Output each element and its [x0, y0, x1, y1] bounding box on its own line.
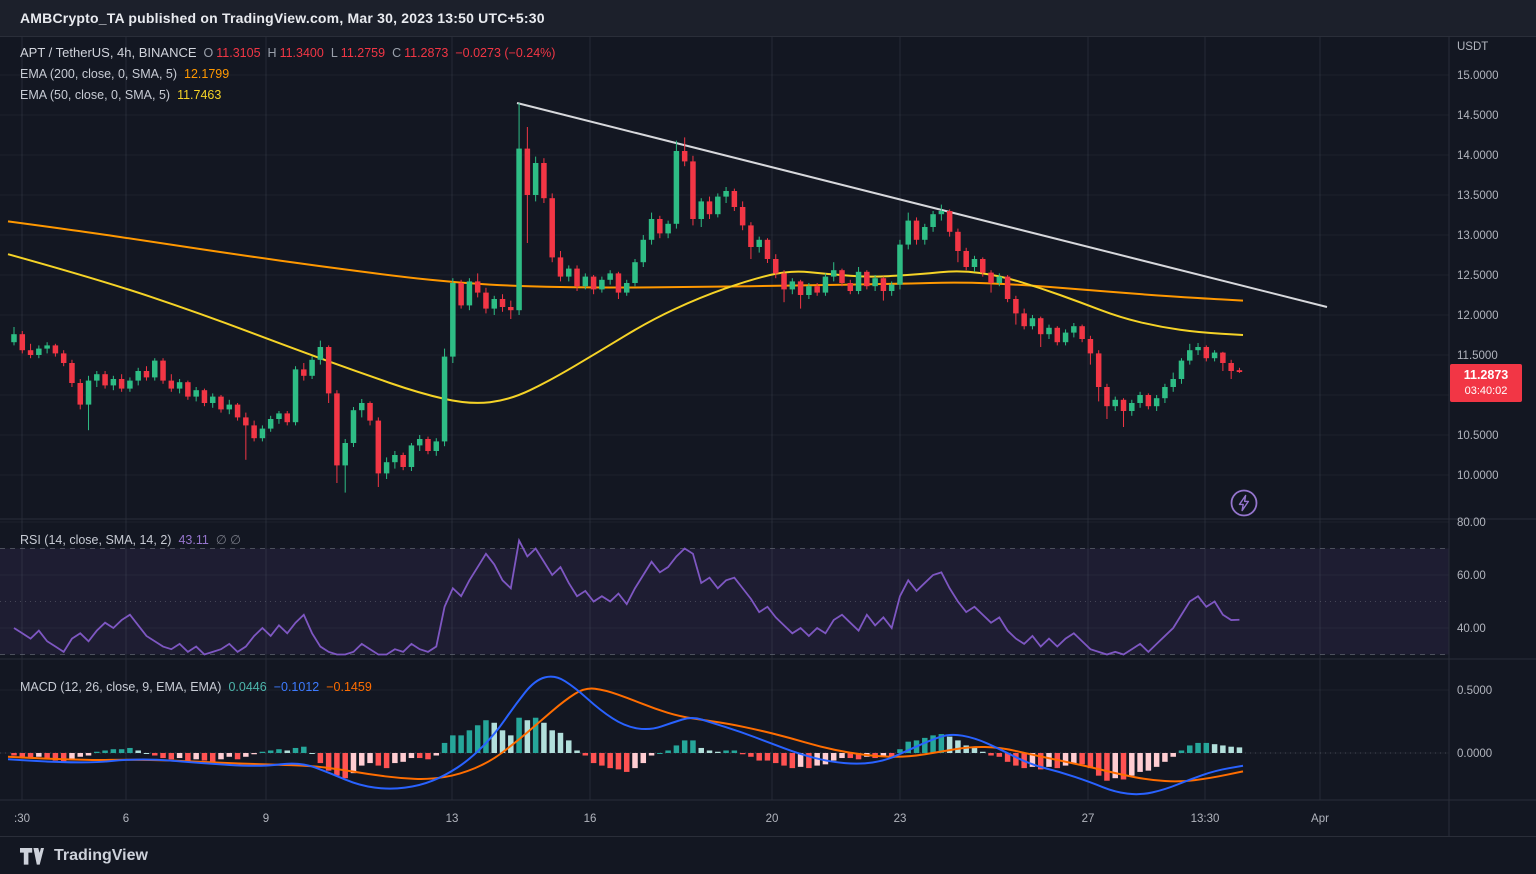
open-value: 11.3105	[216, 45, 261, 60]
overlay-lines	[7, 102, 1328, 404]
macd-tick-label: 0.5000	[1457, 685, 1492, 697]
ema200-value: 12.1799	[184, 66, 230, 81]
chart-canvas[interactable]: USDT 15.0000 14.5000 14.0000 13.5000 13.0000 1…	[0, 0, 1536, 836]
time-tick-label: 6	[123, 813, 129, 825]
ema50-legend-row[interactable]: EMA (50, close, 0, SMA, 5) 11.7463	[20, 84, 555, 105]
low-label: L	[330, 45, 338, 60]
publish-header: AMBCrypto_TA published on TradingView.co…	[0, 0, 1536, 37]
low-value: 11.2759	[340, 45, 386, 60]
tradingview-logo-icon[interactable]	[20, 847, 44, 865]
rsi-zeros: ∅ ∅	[215, 533, 242, 547]
rsi-layer	[13, 537, 1240, 656]
price-tick-label: 12.0000	[1457, 310, 1499, 322]
last-price-badge: 11.2873 03:40:02	[1450, 364, 1522, 402]
symbol-label: APT / TetherUS, 4h, BINANCE	[20, 45, 197, 60]
ema50-value: 11.7463	[177, 87, 222, 102]
open-label: O	[203, 45, 214, 60]
ema200-legend-row[interactable]: EMA (200, close, 0, SMA, 5) 12.1799	[20, 63, 555, 84]
price-tick-label: 14.5000	[1457, 110, 1499, 122]
price-tick-label: 10.5000	[1457, 430, 1499, 442]
macd-layer	[7, 675, 1244, 796]
rsi-band	[0, 548, 1449, 754]
last-price: 11.2873	[1463, 368, 1509, 382]
candles-layer	[11, 103, 1243, 493]
pane-borders	[0, 36, 1536, 836]
time-tick-label: 13:30	[1191, 813, 1220, 825]
publish-title: AMBCrypto_TA published on TradingView.co…	[20, 10, 545, 26]
price-tick-label: 14.0000	[1457, 150, 1499, 162]
rsi-tick-label: 80.00	[1457, 517, 1486, 529]
time-tick-label: 20	[766, 813, 779, 825]
time-tick-label: :30	[14, 813, 30, 825]
ema50-label: EMA (50, close, 0, SMA, 5)	[20, 87, 171, 102]
symbol-row[interactable]: APT / TetherUS, 4h, BINANCE O 11.3105 H …	[20, 42, 555, 63]
macd-legend[interactable]: MACD (12, 26, close, 9, EMA, EMA) 0.0446…	[20, 676, 372, 697]
tradingview-brand-text[interactable]: TradingView	[54, 847, 148, 864]
bar-countdown: 03:40:02	[1464, 384, 1508, 397]
main-legend[interactable]: APT / TetherUS, 4h, BINANCE O 11.3105 H …	[20, 42, 555, 105]
close-value: 11.2873	[404, 45, 449, 60]
high-value: 11.3400	[279, 45, 324, 60]
time-tick-label: 9	[263, 813, 269, 825]
axis-labels: USDT 15.0000 14.5000 14.0000 13.5000 13.0000 1…	[14, 41, 1499, 825]
time-tick-label: Apr	[1311, 813, 1329, 825]
footer-bar: TradingView	[0, 836, 1536, 874]
rsi-line	[13, 537, 1240, 656]
macd-hist-value: 0.0446	[228, 679, 267, 694]
price-tick-label: 13.5000	[1457, 190, 1499, 202]
flash-circle-icon[interactable]	[1229, 488, 1259, 518]
macd-tick-label: 0.0000	[1457, 748, 1492, 760]
grid-layer	[0, 36, 1449, 800]
rsi-tick-label: 60.00	[1457, 570, 1486, 582]
rsi-value: 43.11	[178, 532, 209, 547]
ema200-label: EMA (200, close, 0, SMA, 5)	[20, 66, 178, 81]
high-label: H	[267, 45, 277, 60]
close-label: C	[392, 45, 402, 60]
time-tick-label: 23	[894, 813, 907, 825]
macd-line-value: −0.1012	[273, 679, 320, 694]
price-tick-label: 11.5000	[1457, 350, 1498, 362]
rsi-tick-label: 40.00	[1457, 623, 1486, 635]
time-tick-label: 13	[446, 813, 459, 825]
price-tick-label: 12.5000	[1457, 270, 1499, 282]
price-tick-label: 15.0000	[1457, 70, 1499, 82]
macd-signal-value: −0.1459	[326, 679, 372, 694]
macd-label: MACD (12, 26, close, 9, EMA, EMA)	[20, 679, 222, 694]
currency-label: USDT	[1457, 41, 1488, 53]
rsi-label: RSI (14, close, SMA, 14, 2)	[20, 532, 172, 547]
price-tick-label: 13.0000	[1457, 230, 1499, 242]
time-tick-label: 27	[1082, 813, 1095, 825]
descending-trendline	[516, 102, 1328, 308]
change-value: −0.0273 (−0.24%)	[455, 45, 556, 60]
rsi-legend[interactable]: RSI (14, close, SMA, 14, 2) 43.11 ∅ ∅	[20, 529, 241, 550]
time-tick-label: 16	[584, 813, 597, 825]
price-tick-label: 10.0000	[1457, 470, 1499, 482]
